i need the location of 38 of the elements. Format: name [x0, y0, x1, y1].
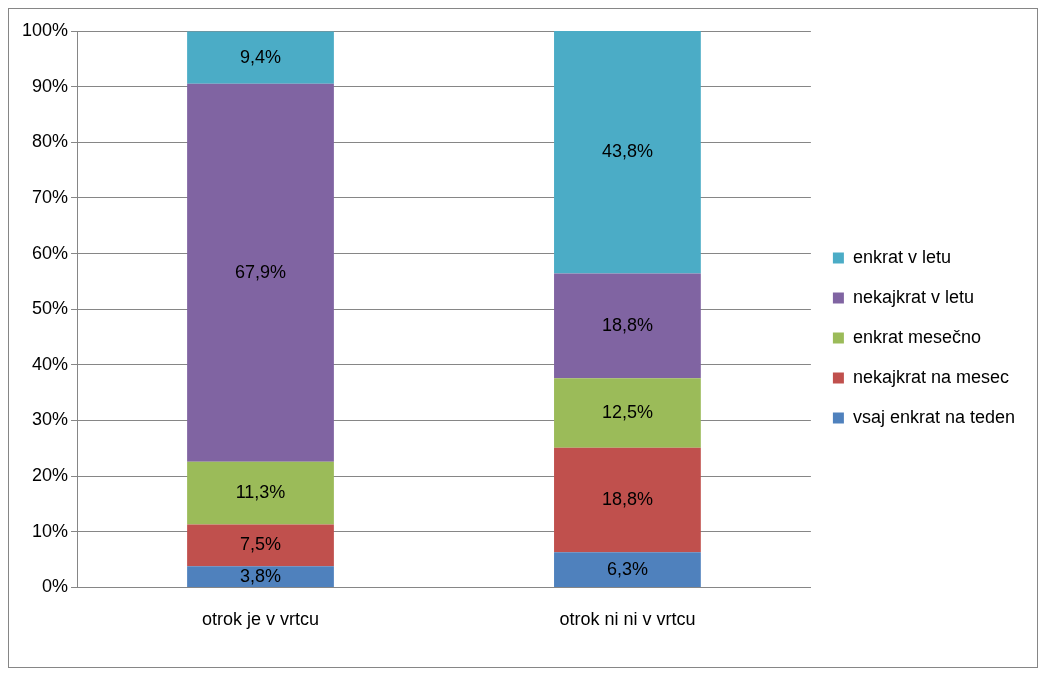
- data-label: 6,3%: [606, 558, 648, 579]
- legend-label: nekajkrat v letu: [852, 286, 974, 307]
- data-label: 18,8%: [601, 314, 653, 335]
- y-tick-label: 10%: [32, 520, 69, 541]
- bar: [554, 273, 701, 379]
- x-tick-label: otrok ni ni v vrtcu: [559, 609, 696, 630]
- bar: [187, 83, 334, 462]
- y-tick-label: 0%: [42, 576, 69, 597]
- data-label: 3,8%: [239, 565, 282, 586]
- legend-label: enkrat v letu: [852, 246, 951, 267]
- data-label: 12,5%: [601, 401, 653, 422]
- y-tick-label: 50%: [32, 298, 69, 319]
- y-tick-label: 80%: [32, 131, 69, 152]
- legend-label: vsaj enkrat na teden: [852, 406, 1015, 427]
- bar: [554, 552, 701, 587]
- legend-label: nekajkrat na mesec: [852, 366, 1009, 387]
- bar: [554, 447, 701, 553]
- bar: [187, 566, 334, 587]
- y-tick-label: 20%: [32, 465, 69, 486]
- bar: [554, 31, 701, 274]
- data-label: 9,4%: [239, 46, 282, 67]
- y-tick-label: 70%: [32, 186, 69, 207]
- y-tick-label: 40%: [32, 353, 69, 374]
- y-tick-label: 100%: [21, 19, 69, 40]
- data-label: 43,8%: [601, 140, 653, 161]
- bar: [554, 378, 701, 448]
- data-label: 67,9%: [234, 261, 287, 282]
- data-label: 18,8%: [601, 489, 653, 510]
- legend-label: enkrat mesečno: [852, 326, 981, 347]
- y-tick-label: 30%: [32, 409, 69, 430]
- data-label: 11,3%: [235, 482, 286, 503]
- bar: [187, 31, 334, 84]
- data-label: 7,5%: [239, 534, 282, 555]
- x-tick-label: otrok je v vrtcu: [201, 609, 320, 630]
- y-tick-label: 60%: [32, 242, 69, 263]
- bar: [187, 461, 334, 525]
- bar: [187, 524, 334, 567]
- y-tick-label: 90%: [32, 75, 69, 96]
